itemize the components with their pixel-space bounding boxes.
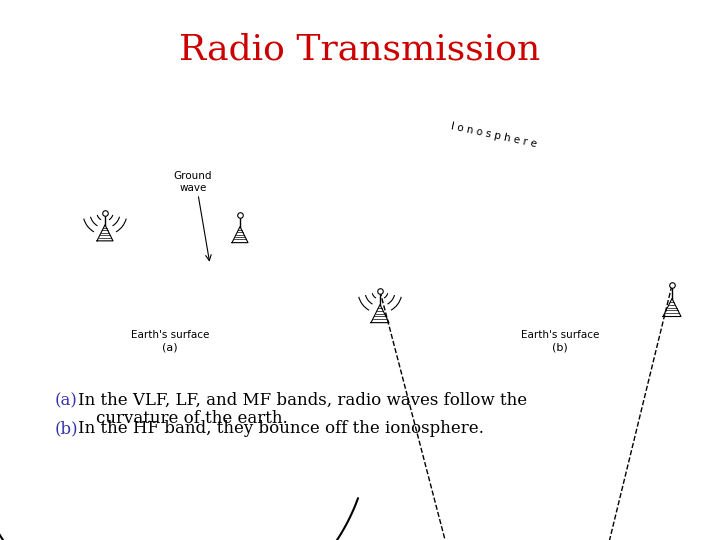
Polygon shape — [371, 305, 389, 323]
Text: I o n o s p h e r e: I o n o s p h e r e — [450, 121, 538, 149]
Text: curvature of the earth.: curvature of the earth. — [96, 410, 288, 427]
Text: (b): (b) — [552, 342, 568, 352]
Text: (a): (a) — [55, 392, 78, 409]
Text: (b): (b) — [55, 420, 78, 437]
Polygon shape — [232, 227, 248, 242]
Text: Earth's surface: Earth's surface — [521, 330, 599, 340]
Polygon shape — [97, 225, 113, 241]
Text: (a): (a) — [162, 342, 178, 352]
Text: Ground
wave: Ground wave — [174, 171, 212, 193]
Text: In the VLF, LF, and MF bands, radio waves follow the: In the VLF, LF, and MF bands, radio wave… — [78, 392, 527, 409]
Text: In the HF band, they bounce off the ionosphere.: In the HF band, they bounce off the iono… — [78, 420, 484, 437]
Polygon shape — [663, 299, 681, 316]
Text: Earth's surface: Earth's surface — [131, 330, 210, 340]
Text: Radio Transmission: Radio Transmission — [179, 32, 541, 66]
